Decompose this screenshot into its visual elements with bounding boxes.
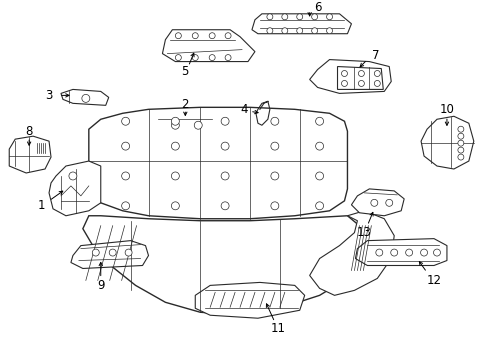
Circle shape [172,121,179,129]
Circle shape [316,117,323,125]
Circle shape [267,14,273,20]
Polygon shape [61,89,109,105]
Text: 9: 9 [97,279,104,292]
Text: 7: 7 [371,49,379,62]
Circle shape [271,172,279,180]
Polygon shape [338,67,383,89]
Polygon shape [355,239,447,265]
Circle shape [225,33,231,39]
Circle shape [221,117,229,125]
Circle shape [391,249,398,256]
Polygon shape [89,107,347,219]
Circle shape [172,142,179,150]
Circle shape [175,33,181,39]
Circle shape [297,14,303,20]
Circle shape [358,71,365,76]
Polygon shape [310,211,394,295]
Circle shape [92,249,99,256]
Circle shape [316,142,323,150]
Circle shape [458,140,464,146]
Circle shape [122,142,130,150]
Polygon shape [351,189,404,216]
Circle shape [225,55,231,60]
Text: 8: 8 [25,125,33,138]
Polygon shape [162,30,255,62]
Circle shape [374,81,380,86]
Circle shape [172,172,179,180]
Circle shape [192,55,198,60]
Circle shape [194,121,202,129]
Text: 4: 4 [240,103,248,116]
Circle shape [434,249,441,256]
Circle shape [209,33,215,39]
Circle shape [69,172,77,180]
Circle shape [221,172,229,180]
Text: 12: 12 [426,274,441,287]
Polygon shape [195,282,305,318]
Circle shape [282,14,288,20]
Circle shape [376,249,383,256]
Circle shape [342,71,347,76]
Circle shape [122,117,130,125]
Circle shape [82,94,90,102]
Circle shape [172,117,179,125]
Circle shape [282,28,288,34]
Circle shape [374,71,380,76]
Circle shape [175,55,181,60]
Polygon shape [421,116,474,169]
Text: 6: 6 [314,1,321,14]
Text: 11: 11 [270,322,285,335]
Circle shape [297,28,303,34]
Circle shape [209,55,215,60]
Circle shape [326,14,333,20]
Circle shape [221,202,229,210]
Circle shape [109,249,116,256]
Text: 2: 2 [182,98,189,111]
Circle shape [358,81,365,86]
Polygon shape [83,216,365,315]
Circle shape [371,199,378,206]
Polygon shape [9,136,51,173]
Circle shape [342,81,347,86]
Text: 3: 3 [46,89,53,102]
Polygon shape [252,14,351,34]
Text: 10: 10 [440,103,454,116]
Polygon shape [49,161,101,216]
Circle shape [420,249,428,256]
Circle shape [458,154,464,160]
Circle shape [172,202,179,210]
Polygon shape [310,59,391,93]
Circle shape [316,172,323,180]
Circle shape [271,117,279,125]
Circle shape [406,249,413,256]
Circle shape [326,28,333,34]
Circle shape [271,142,279,150]
Circle shape [312,28,318,34]
Circle shape [458,133,464,139]
Polygon shape [71,240,148,269]
Text: 5: 5 [181,65,188,78]
Circle shape [192,33,198,39]
Circle shape [125,249,132,256]
Circle shape [267,28,273,34]
Polygon shape [150,113,218,131]
Text: 1: 1 [37,199,45,212]
Circle shape [122,172,130,180]
Circle shape [316,202,323,210]
Circle shape [271,202,279,210]
Circle shape [458,147,464,153]
Circle shape [386,199,392,206]
Circle shape [312,14,318,20]
Circle shape [221,142,229,150]
Text: 13: 13 [357,226,372,239]
Circle shape [458,126,464,132]
Circle shape [122,202,130,210]
